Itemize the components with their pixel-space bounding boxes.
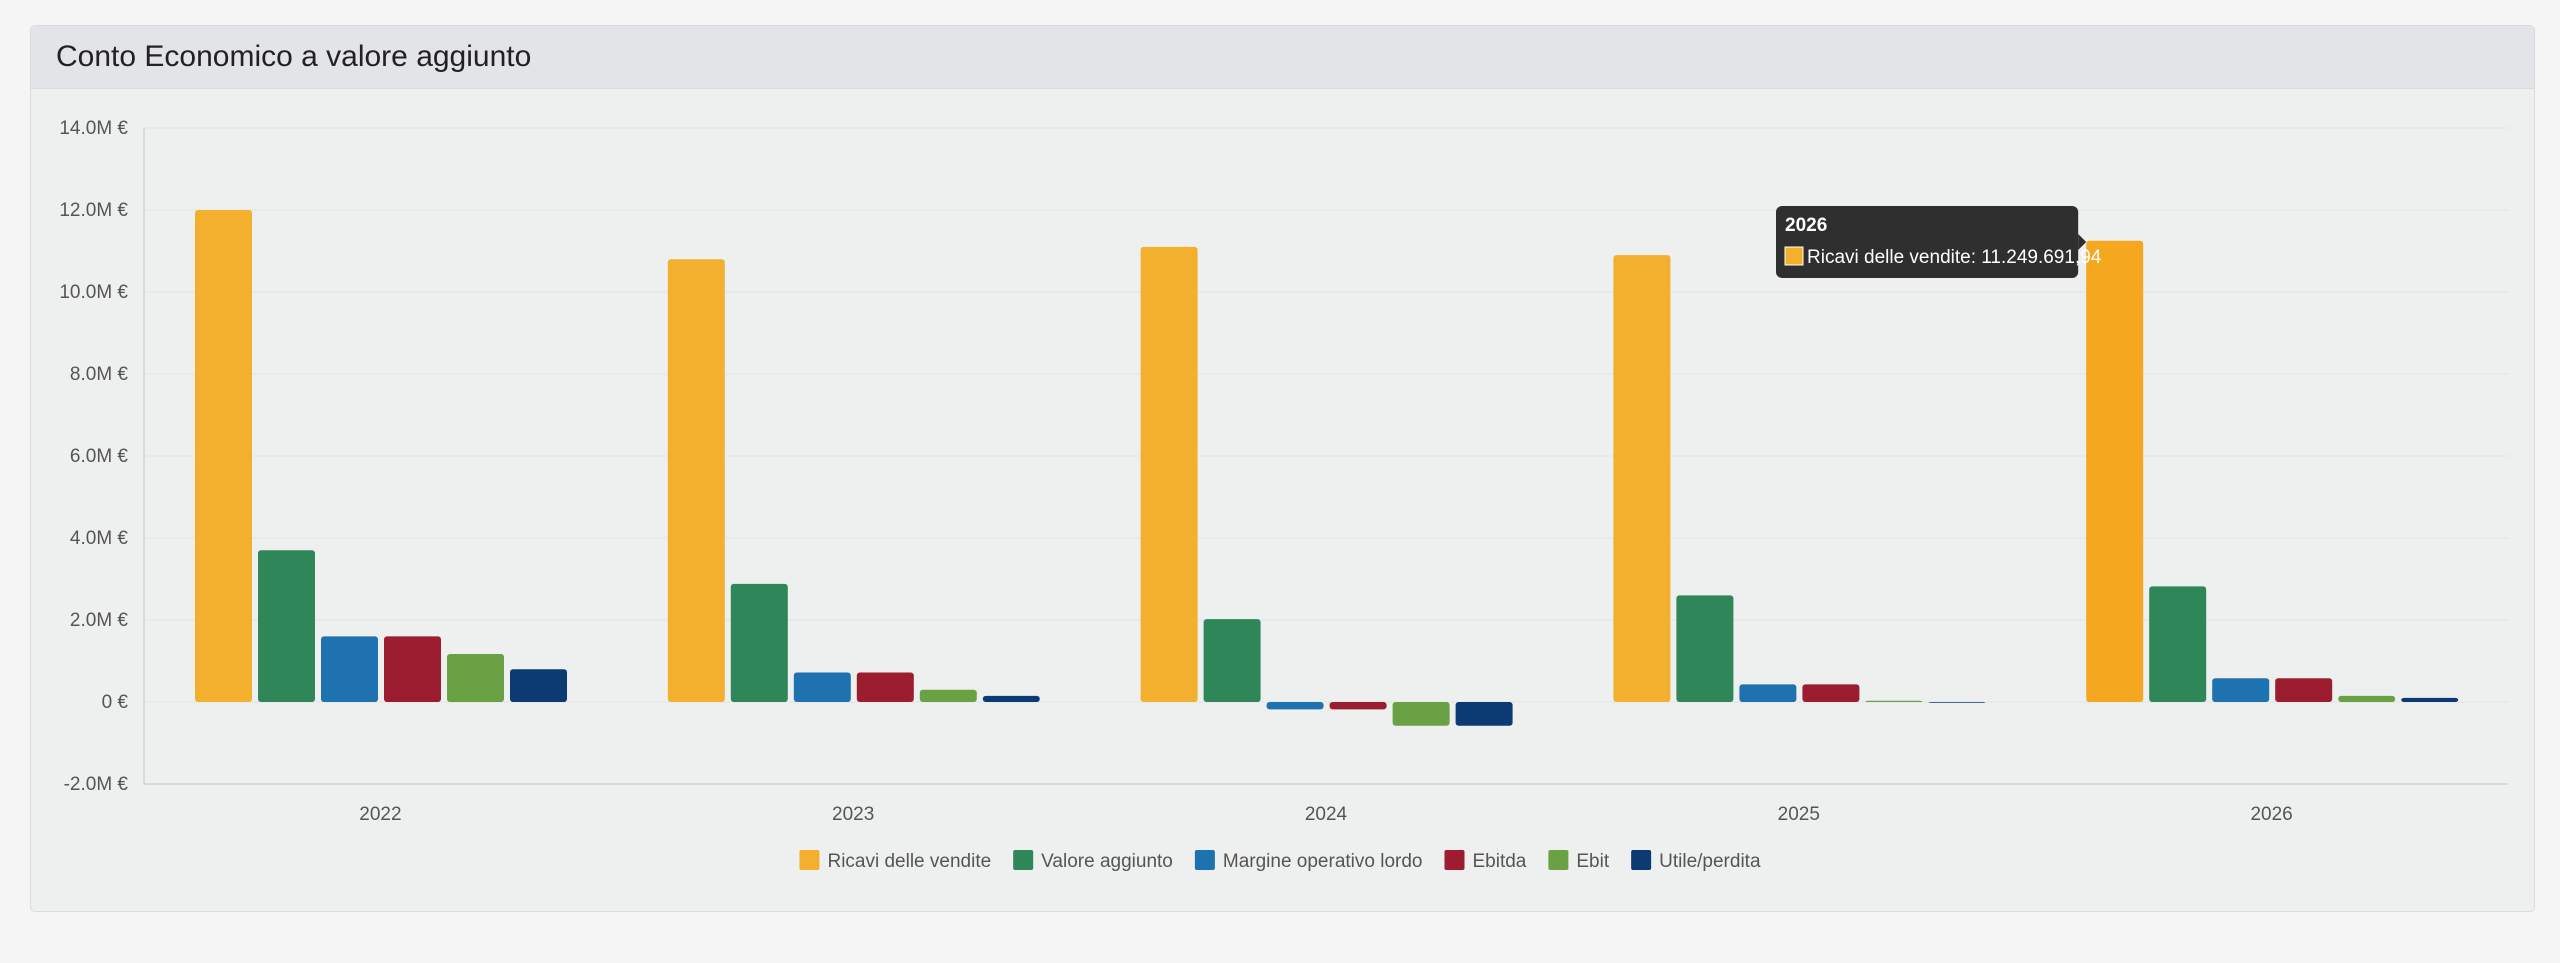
bar[interactable] <box>384 636 441 702</box>
bar[interactable] <box>1865 700 1923 702</box>
card-title: Conto Economico a valore aggiunto <box>56 40 532 73</box>
y-tick-label: -2.0M € <box>64 774 129 795</box>
y-tick-label: 0 € <box>102 692 129 713</box>
tooltip: 2026 Ricavi delle vendite: 11.249.691,94 <box>1776 206 2102 278</box>
y-tick-label: 10.0M € <box>59 282 128 303</box>
legend-label[interactable]: Margine operativo lordo <box>1223 851 1423 872</box>
x-tick-label: 2023 <box>832 804 874 825</box>
legend-label[interactable]: Ebitda <box>1473 851 1527 872</box>
card-header: Conto Economico a valore aggiunto <box>31 26 2534 89</box>
bar[interactable] <box>1329 702 1387 710</box>
legend-swatch[interactable] <box>1194 850 1215 870</box>
legend-swatch[interactable] <box>1444 850 1465 870</box>
y-tick-label: 4.0M € <box>70 528 129 549</box>
bar[interactable] <box>1392 702 1450 726</box>
y-tick-label: 12.0M € <box>59 200 128 221</box>
bar[interactable] <box>2338 695 2396 702</box>
bar[interactable] <box>1140 246 1198 702</box>
x-tick-label: 2022 <box>359 804 401 825</box>
bar[interactable] <box>447 654 504 702</box>
tooltip-background <box>1776 206 2079 278</box>
y-tick-label: 6.0M € <box>70 446 129 467</box>
bar[interactable] <box>195 210 252 702</box>
bar[interactable] <box>1203 619 1261 702</box>
legend-label[interactable]: Ebit <box>1576 851 1609 872</box>
bar[interactable] <box>2401 697 2459 702</box>
bar[interactable] <box>1802 684 1860 702</box>
y-tick-label: 8.0M € <box>70 364 129 385</box>
bar[interactable] <box>2149 586 2207 702</box>
bar[interactable] <box>793 672 851 702</box>
x-tick-label: 2026 <box>2250 804 2292 825</box>
legend-label[interactable]: Ricavi delle vendite <box>827 851 991 872</box>
legend-swatch[interactable] <box>1013 850 1034 870</box>
bar[interactable] <box>1928 702 1986 703</box>
bar[interactable] <box>1266 702 1324 710</box>
bar[interactable] <box>510 669 567 702</box>
legend-label[interactable]: Utile/perdita <box>1659 851 1761 872</box>
legend-swatch[interactable] <box>799 850 820 870</box>
tooltip-label: Ricavi delle vendite: 11.249.691,94 <box>1807 247 2102 268</box>
bar[interactable] <box>1613 255 1671 702</box>
x-tick-label: 2024 <box>1305 804 1348 825</box>
legend-label[interactable]: Valore aggiunto <box>1041 851 1173 872</box>
bar[interactable] <box>321 636 378 702</box>
bar[interactable] <box>982 695 1040 702</box>
bar[interactable] <box>2086 240 2144 702</box>
bar[interactable] <box>258 550 315 702</box>
bar[interactable] <box>2212 678 2270 702</box>
bar[interactable] <box>730 583 788 702</box>
bar[interactable] <box>1676 595 1734 702</box>
legend-swatch[interactable] <box>1548 850 1569 870</box>
y-tick-label: 2.0M € <box>70 610 129 631</box>
bar[interactable] <box>1455 702 1513 726</box>
bar[interactable] <box>667 259 725 702</box>
bar[interactable] <box>2275 678 2333 702</box>
bar[interactable] <box>856 672 914 702</box>
legend-swatch[interactable] <box>1631 850 1652 870</box>
tooltip-arrow <box>2078 234 2087 250</box>
y-tick-label: 14.0M € <box>59 118 128 139</box>
x-tick-label: 2025 <box>1778 804 1820 825</box>
bar[interactable] <box>919 689 977 702</box>
bar[interactable] <box>1739 684 1797 702</box>
tooltip-swatch <box>1784 246 1804 266</box>
tooltip-title: 2026 <box>1785 215 1827 236</box>
